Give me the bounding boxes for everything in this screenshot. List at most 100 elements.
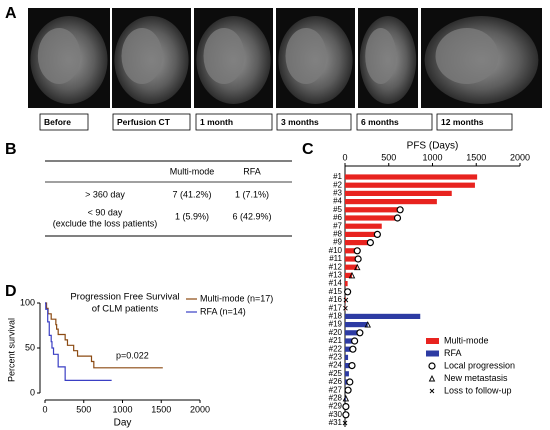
legend-label: Multi-mode: [444, 335, 489, 345]
y-tick-label: #11: [329, 254, 342, 263]
local-progression-marker: [373, 230, 381, 238]
x-axis-label: Day: [114, 418, 132, 429]
caption-box: [39, 113, 89, 131]
bar: [345, 248, 358, 254]
panel-label: B: [5, 141, 17, 158]
new-metastasis-marker: [428, 374, 436, 382]
y-tick-label: #16: [329, 295, 343, 304]
y-tick-label: #17: [329, 303, 343, 312]
legend-label: Multi-mode (n=17): [200, 293, 273, 303]
cell: 1 (5.9%): [175, 211, 209, 221]
y-tick-label: #28: [329, 394, 343, 403]
caption-box: [112, 113, 191, 131]
bar: [345, 281, 348, 287]
local-progression-marker: [396, 206, 404, 214]
y-tick-label: #13: [329, 271, 343, 280]
local-progression-marker: [428, 362, 436, 370]
image-caption: 6 months: [361, 117, 399, 127]
cell: 1 (7.1%): [235, 189, 269, 199]
bar: [345, 264, 358, 270]
y-tick-label: #19: [329, 320, 343, 329]
scan-organ: [37, 28, 81, 84]
loss-marker: [342, 420, 348, 426]
x-tick-label: 500: [76, 404, 91, 414]
bar: [345, 371, 349, 377]
y-tick-label: #26: [329, 377, 343, 386]
y-tick-label: 100: [20, 297, 35, 307]
local-progression-marker: [353, 247, 361, 255]
survival-curve: [45, 302, 112, 381]
x-axis-label: PFS (Days): [407, 141, 459, 152]
y-tick-label: #22: [329, 344, 343, 353]
bar: [345, 240, 371, 246]
survival-curve: [45, 302, 163, 369]
y-tick-label: #15: [329, 287, 343, 296]
scan-organ: [121, 28, 163, 84]
caption-box: [195, 113, 273, 131]
y-tick-label: #31: [329, 418, 343, 427]
x-tick-label: 0: [42, 404, 47, 414]
image-caption: 1 month: [200, 117, 233, 127]
x-tick-label: 1500: [151, 404, 171, 414]
row-label: < 90 day: [88, 207, 123, 217]
x-tick-label: 2000: [190, 404, 210, 414]
y-tick-label: #25: [329, 369, 343, 378]
bar: [345, 338, 355, 344]
image-caption: 3 months: [281, 117, 319, 127]
y-tick-label: #5: [333, 205, 342, 214]
scan-organ: [365, 28, 397, 84]
y-tick-label: #1: [333, 172, 342, 181]
bar: [345, 223, 382, 229]
chart-title: Progression Free Survival: [70, 292, 179, 303]
panel-label: A: [5, 5, 17, 22]
chart-title: of CLM patients: [92, 304, 159, 315]
legend-swatch: [426, 350, 439, 357]
column-header: RFA: [243, 166, 261, 176]
scan-organ: [285, 28, 327, 84]
local-progression-marker: [354, 255, 362, 263]
y-tick-label: #20: [329, 328, 343, 337]
bar: [345, 215, 398, 221]
local-progression-marker: [356, 329, 364, 337]
local-progression-marker: [342, 403, 350, 411]
bar: [345, 313, 421, 319]
x-tick-label: 1000: [112, 404, 132, 414]
y-tick-label: #24: [329, 361, 343, 370]
y-tick-label: #10: [329, 246, 343, 255]
local-progression-marker: [366, 239, 374, 247]
y-tick-label: 0: [30, 387, 35, 397]
y-tick-label: #9: [333, 238, 342, 247]
new-metastasis-marker: [354, 263, 361, 271]
column-header: Multi-mode: [170, 166, 215, 176]
panel-label: D: [5, 283, 17, 300]
y-axis-label: Percent survival: [6, 318, 16, 382]
panel-label: C: [302, 141, 314, 158]
x-tick-label: 0: [342, 152, 347, 162]
y-tick-label: #21: [329, 336, 343, 345]
caption-box: [436, 113, 513, 131]
y-tick-label: #27: [329, 385, 343, 394]
bar: [345, 207, 401, 213]
bar: [345, 346, 353, 352]
local-progression-marker: [393, 214, 402, 222]
y-tick-label: #18: [329, 312, 343, 321]
y-tick-label: #30: [329, 410, 343, 419]
image-row: Before Perfusion CT 1 month 3 months 6 month…: [28, 8, 542, 131]
local-progression-marker: [344, 386, 352, 394]
legend-label: Loss to follow-up: [444, 385, 512, 395]
image-caption: 12 months: [441, 117, 484, 127]
y-tick-label: #29: [329, 402, 343, 411]
bar: [345, 190, 452, 196]
cell: 7 (41.2%): [172, 189, 211, 199]
legend-label: New metastasis: [444, 373, 508, 383]
y-tick-label: 50: [25, 342, 35, 352]
y-tick-label: #12: [329, 262, 343, 271]
x-tick-label: 2000: [510, 152, 530, 162]
annotation: p=0.022: [116, 350, 149, 360]
cell: 6 (42.9%): [232, 211, 271, 221]
caption-box: [356, 113, 433, 131]
bar: [345, 256, 359, 262]
bar: [345, 182, 475, 188]
y-tick-label: #3: [333, 189, 342, 198]
